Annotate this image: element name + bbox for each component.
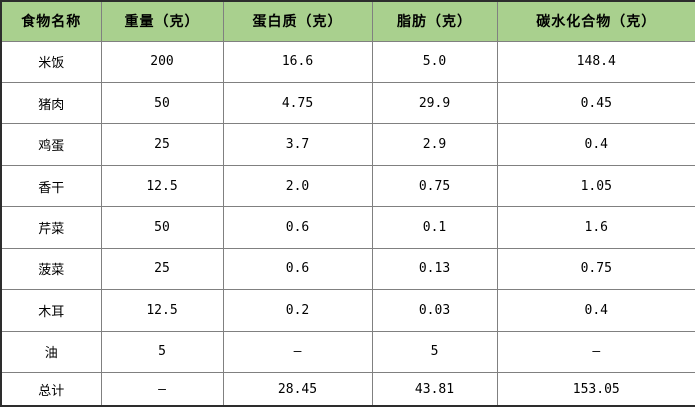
column-header-food: 食物名称 [0, 0, 102, 42]
column-header-weight: 重量（克） [100, 0, 224, 42]
fat-cell: 43.81 [371, 372, 498, 407]
protein-cell: 28.45 [222, 372, 373, 407]
weight-cell: 25 [100, 247, 224, 291]
food-name-cell: 芹菜 [0, 206, 102, 249]
table-row-total: 总计 – 28.45 43.81 153.05 [0, 372, 695, 407]
weight-cell: 5 [100, 330, 224, 374]
protein-cell: 0.6 [222, 247, 373, 291]
column-header-protein: 蛋白质（克） [222, 0, 373, 42]
carbs-cell: 0.4 [496, 123, 695, 166]
carbs-cell: 1.05 [496, 164, 695, 208]
weight-cell: 50 [100, 206, 224, 249]
carbs-cell: – [496, 330, 695, 374]
protein-cell: 0.6 [222, 206, 373, 249]
header-row: 食物名称 重量（克） 蛋白质（克） 脂肪（克） 碳水化合物（克） [0, 0, 695, 42]
food-name-cell: 木耳 [0, 289, 102, 332]
table-row: 香干 12.5 2.0 0.75 1.05 [0, 164, 695, 208]
table-row: 芹菜 50 0.6 0.1 1.6 [0, 206, 695, 249]
food-name-cell: 米饭 [0, 40, 102, 83]
protein-cell: 16.6 [222, 40, 373, 83]
weight-cell: 12.5 [100, 164, 224, 208]
table-row: 木耳 12.5 0.2 0.03 0.4 [0, 289, 695, 332]
fat-cell: 0.1 [371, 206, 498, 249]
protein-cell: 0.2 [222, 289, 373, 332]
protein-cell: – [222, 330, 373, 374]
protein-cell: 4.75 [222, 81, 373, 125]
fat-cell: 0.75 [371, 164, 498, 208]
fat-cell: 5 [371, 330, 498, 374]
food-name-cell: 总计 [0, 372, 102, 407]
food-name-cell: 猪肉 [0, 81, 102, 125]
food-name-cell: 菠菜 [0, 247, 102, 291]
weight-cell: 50 [100, 81, 224, 125]
weight-cell: 12.5 [100, 289, 224, 332]
food-name-cell: 油 [0, 330, 102, 374]
carbs-cell: 1.6 [496, 206, 695, 249]
fat-cell: 29.9 [371, 81, 498, 125]
table-row: 油 5 – 5 – [0, 330, 695, 374]
food-name-cell: 香干 [0, 164, 102, 208]
table-row: 米饭 200 16.6 5.0 148.4 [0, 40, 695, 83]
carbs-cell: 153.05 [496, 372, 695, 407]
weight-cell: – [100, 372, 224, 407]
carbs-cell: 0.75 [496, 247, 695, 291]
table-row: 鸡蛋 25 3.7 2.9 0.4 [0, 123, 695, 166]
fat-cell: 0.03 [371, 289, 498, 332]
column-header-fat: 脂肪（克） [371, 0, 498, 42]
fat-cell: 0.13 [371, 247, 498, 291]
column-header-carbs: 碳水化合物（克） [496, 0, 695, 42]
food-name-cell: 鸡蛋 [0, 123, 102, 166]
fat-cell: 5.0 [371, 40, 498, 83]
protein-cell: 3.7 [222, 123, 373, 166]
fat-cell: 2.9 [371, 123, 498, 166]
carbs-cell: 0.4 [496, 289, 695, 332]
weight-cell: 25 [100, 123, 224, 166]
weight-cell: 200 [100, 40, 224, 83]
table-row: 菠菜 25 0.6 0.13 0.75 [0, 247, 695, 291]
carbs-cell: 148.4 [496, 40, 695, 83]
protein-cell: 2.0 [222, 164, 373, 208]
carbs-cell: 0.45 [496, 81, 695, 125]
table-row: 猪肉 50 4.75 29.9 0.45 [0, 81, 695, 125]
